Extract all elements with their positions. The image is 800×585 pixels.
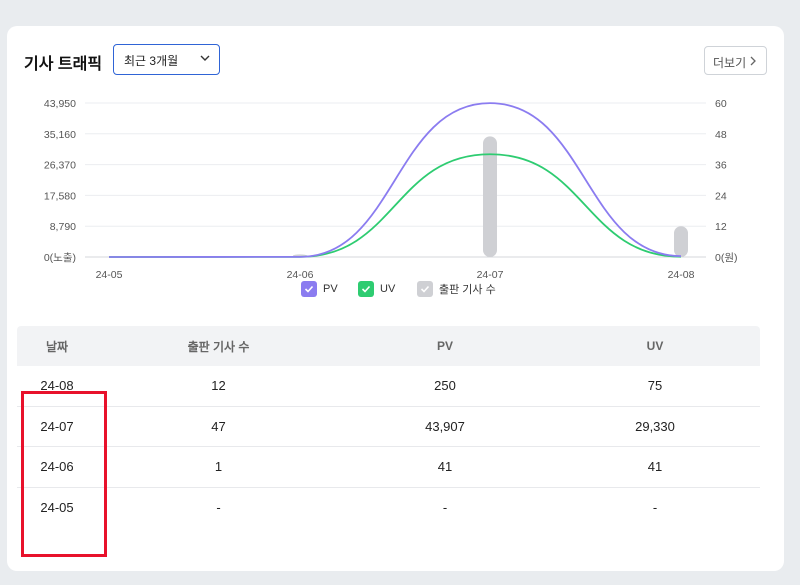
x-tick-label: 24-06 [287,269,314,281]
card-title: 기사 트래픽 [24,56,103,73]
legend-item-articles[interactable]: 출판 기사 수 [417,279,496,299]
bar-articles [674,226,688,257]
header-pv: PV [436,339,453,353]
chevron-right-icon [750,56,756,66]
series-pv-line [108,102,682,258]
traffic-chart: 0(노출) 0(원) 8,790 12 17,580 24 26,370 36 35,160 48… [44,98,738,281]
legend-label-uv: UV [380,283,396,295]
cell-uv: 41 [647,459,663,475]
period-select-value: 최근 3개월 [124,54,179,68]
more-button[interactable]: 더보기 [704,46,767,75]
table-row: 24-08 12 250 75 [17,366,760,407]
cell-uv: 75 [647,378,663,394]
cell-articles: 1 [214,459,223,475]
x-tick-label: 24-08 [668,269,695,281]
table-row: 24-07 47 43,907 29,330 [17,407,760,447]
checkbox-checked-icon [358,281,374,297]
cell-pv: - [442,500,448,516]
x-tick-label: 24-05 [96,269,123,281]
chevron-down-icon [200,55,210,61]
cell-date: 24-05 [40,500,74,516]
y-right-tick-label: 0(원) [715,252,738,264]
bar-articles [483,136,497,257]
y-left-tick-label: 0(노출) [44,252,76,264]
y-left-tick-label: 8,790 [50,221,76,233]
y-left-tick-label: 26,370 [44,160,76,172]
checkbox-checked-icon [417,281,433,297]
legend-label-articles: 출판 기사 수 [439,284,496,296]
y-right-tick-label: 36 [715,160,727,172]
table-row: 24-05 - - - [17,488,760,529]
header-date: 날짜 [45,339,69,354]
series-uv-line [108,153,682,258]
y-right-tick-label: 48 [715,129,727,141]
header-uv: UV [646,339,664,353]
cell-uv: - [652,500,658,516]
cell-articles: 47 [211,418,226,434]
legend-label-pv: PV [323,283,338,295]
cell-pv: 250 [434,378,456,394]
table-header: 날짜 출판 기사 수 PV UV [17,326,760,366]
cell-articles: - [216,500,221,516]
period-select[interactable]: 최근 3개월 [113,44,220,75]
cell-date: 24-08 [40,378,74,394]
y-right-tick-label: 60 [715,98,727,110]
header-articles: 출판 기사 수 [187,339,250,354]
cell-uv: 29,330 [635,418,675,434]
y-right-tick-label: 24 [715,190,727,202]
x-tick-label: 24-07 [477,269,504,281]
legend-item-uv[interactable]: UV [358,279,395,299]
y-left-tick-label: 35,160 [44,129,76,141]
table-row: 24-06 1 41 41 [17,447,760,488]
more-button-label: 더보기 [713,56,747,70]
cell-pv: 41 [437,459,453,475]
cell-pv: 43,907 [425,418,465,434]
cell-articles: 12 [211,378,226,394]
traffic-table: 날짜 출판 기사 수 PV UV 24-08 12 250 75 24-07 4… [17,326,760,528]
y-left-tick-label: 43,950 [44,98,76,110]
traffic-card: 기사 트래픽 최근 3개월 더보기 [7,26,784,571]
legend-item-pv[interactable]: PV [301,279,338,299]
cell-date: 24-06 [40,459,74,475]
y-right-tick-label: 12 [715,221,727,233]
y-left-tick-label: 17,580 [44,190,76,202]
cell-date: 24-07 [40,418,74,434]
checkbox-checked-icon [301,281,317,297]
